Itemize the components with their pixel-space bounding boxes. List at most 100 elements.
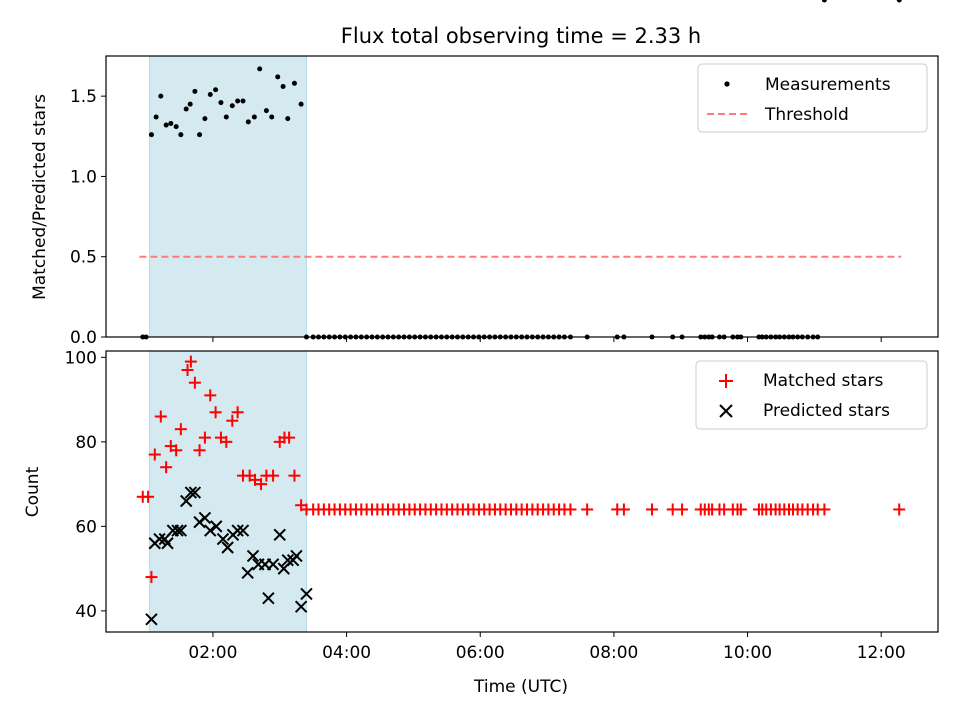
matched-star-point bbox=[148, 448, 161, 461]
measurement-point bbox=[280, 84, 286, 90]
measurement-point bbox=[263, 108, 269, 114]
top-legend: Measurements Threshold bbox=[697, 63, 928, 133]
predicted-star-point bbox=[262, 591, 275, 605]
bottom-legend: Matched stars Predicted stars bbox=[695, 360, 928, 430]
predicted-star-point bbox=[281, 553, 294, 567]
y-tick-label: 1.5 bbox=[70, 87, 97, 107]
predicted-star-point bbox=[198, 511, 212, 525]
measurement-point bbox=[187, 101, 193, 107]
predicted-star-point bbox=[266, 558, 280, 571]
measurement-point bbox=[821, 0, 827, 3]
legend-box bbox=[695, 360, 928, 430]
measurement-point bbox=[192, 88, 198, 94]
measurement-point bbox=[269, 114, 275, 120]
y-tick-label: 1.0 bbox=[70, 167, 97, 187]
predicted-star-point bbox=[188, 486, 202, 499]
matched-stars-points bbox=[136, 355, 906, 584]
predicted-star-point bbox=[273, 528, 286, 542]
matched-star-point bbox=[170, 444, 183, 457]
matched-star-point bbox=[645, 503, 658, 516]
predicted-star-point bbox=[300, 587, 313, 601]
matched-star-point bbox=[198, 431, 211, 444]
matched-star-point bbox=[893, 503, 906, 516]
matched-star-point bbox=[581, 503, 594, 516]
top-panel: 0.0 0.5 1.0 1.5 Matched/Predicted stars … bbox=[30, 0, 939, 348]
matched-star-point bbox=[209, 406, 222, 419]
predicted-star-point bbox=[145, 613, 158, 626]
predicted-star-point bbox=[171, 524, 184, 537]
legend-label: Measurements bbox=[765, 75, 891, 95]
predicted-star-point bbox=[216, 532, 230, 546]
measurement-point bbox=[223, 114, 229, 120]
predicted-star-point bbox=[236, 524, 250, 537]
matched-star-point bbox=[154, 410, 167, 423]
y-tick-label: 0.5 bbox=[70, 248, 97, 268]
predicted-star-point bbox=[210, 520, 223, 533]
predicted-star-point bbox=[231, 524, 244, 537]
bottom-x-ticks: 02:00 04:00 06:00 08:00 10:00 12:00 bbox=[188, 632, 906, 663]
measurement-point bbox=[251, 114, 257, 120]
legend-marker-measurements bbox=[724, 81, 730, 87]
y-tick-label: 100 bbox=[65, 348, 97, 368]
legend-marker-matched bbox=[719, 374, 733, 388]
x-axis-label: Time (UTC) bbox=[473, 677, 568, 697]
measurement-point bbox=[218, 100, 224, 106]
matched-star-point bbox=[231, 406, 244, 419]
predicted-star-point bbox=[246, 549, 260, 563]
top-y-ticks: 0.0 0.5 1.0 1.5 bbox=[70, 87, 106, 348]
measurement-point bbox=[298, 101, 304, 107]
x-tick-label: 04:00 bbox=[322, 643, 371, 663]
bottom-panel: 40 60 80 100 02:00 04:00 06:00 08:00 10:… bbox=[23, 348, 939, 697]
matched-star-point bbox=[734, 503, 747, 516]
bottom-plot-frame bbox=[105, 350, 939, 633]
predicted-star-point bbox=[184, 486, 198, 499]
measurement-point bbox=[291, 80, 297, 86]
matched-star-point bbox=[204, 389, 217, 402]
matched-star-point bbox=[267, 469, 280, 482]
matched-star-point bbox=[145, 571, 158, 584]
measurement-point bbox=[896, 0, 902, 3]
matched-star-point bbox=[181, 364, 194, 377]
measurement-point bbox=[207, 92, 213, 98]
legend-box bbox=[697, 63, 928, 133]
matched-star-point bbox=[220, 435, 233, 448]
measurement-point bbox=[158, 93, 164, 99]
matched-star-point bbox=[174, 423, 187, 436]
measurement-point bbox=[245, 119, 251, 125]
observing-interval-shade bbox=[148, 55, 307, 338]
predicted-star-point bbox=[174, 524, 188, 537]
matched-star-point bbox=[188, 376, 201, 389]
matched-star-point bbox=[564, 503, 577, 516]
measurement-point bbox=[235, 98, 241, 104]
y-tick-label: 0.0 bbox=[70, 328, 97, 348]
measurement-point bbox=[178, 132, 184, 138]
top-y-axis-label: Matched/Predicted stars bbox=[30, 94, 50, 300]
predicted-star-point bbox=[221, 541, 234, 554]
matched-star-point bbox=[617, 503, 630, 516]
matched-star-point bbox=[193, 444, 206, 457]
measurement-point bbox=[153, 114, 159, 120]
matched-star-point bbox=[249, 473, 262, 486]
predicted-star-point bbox=[294, 600, 308, 613]
measurement-point bbox=[168, 120, 174, 126]
measurement-point bbox=[275, 74, 281, 80]
predicted-star-point bbox=[161, 537, 174, 550]
measurement-point bbox=[183, 106, 189, 112]
matched-star-point bbox=[184, 355, 197, 368]
matched-star-point bbox=[142, 490, 155, 503]
predicted-stars-points bbox=[145, 486, 313, 626]
measurement-point bbox=[213, 87, 219, 93]
matched-star-point bbox=[255, 478, 268, 491]
bottom-y-ticks: 40 60 80 100 bbox=[65, 348, 106, 622]
predicted-star-point bbox=[290, 549, 303, 563]
legend-marker-predicted bbox=[719, 404, 733, 418]
top-plot-frame bbox=[105, 55, 939, 338]
legend-label: Matched stars bbox=[763, 371, 883, 391]
measurement-point bbox=[257, 66, 263, 72]
matched-star-point bbox=[676, 503, 689, 516]
x-tick-label: 02:00 bbox=[188, 643, 237, 663]
matched-star-point bbox=[818, 503, 831, 516]
matched-star-point bbox=[288, 469, 301, 482]
top-x-tick-marks bbox=[212, 337, 882, 342]
